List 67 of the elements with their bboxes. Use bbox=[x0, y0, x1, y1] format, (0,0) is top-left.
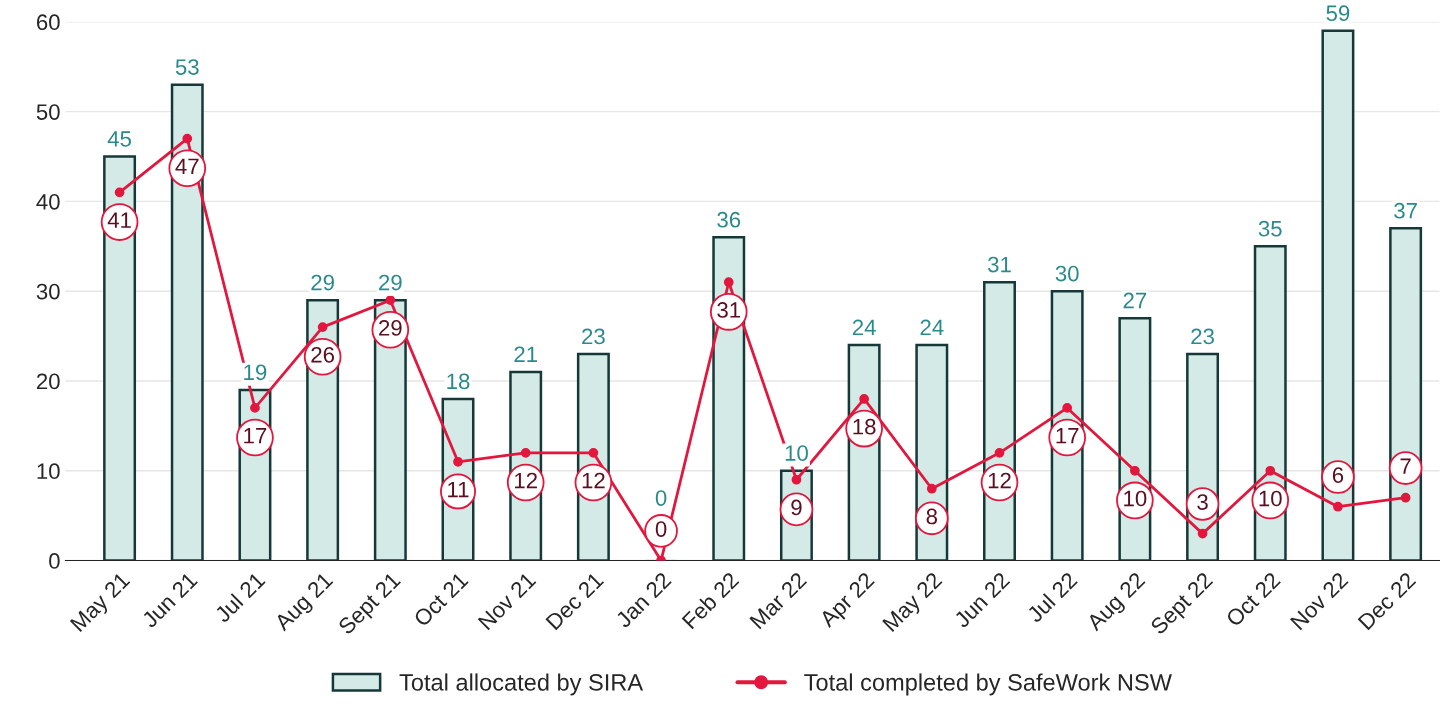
x-tick-label: Nov 22 bbox=[1289, 571, 1349, 631]
data-label: 24 bbox=[852, 319, 876, 336]
data-label: 18 bbox=[447, 373, 470, 390]
data-label: 17 bbox=[244, 428, 267, 444]
x-tick-label: Jul 22 bbox=[1025, 571, 1078, 624]
data-label: 12 bbox=[988, 472, 1011, 489]
y-tick-label: 50 bbox=[36, 104, 60, 120]
data-label: 17 bbox=[1056, 428, 1079, 444]
x-tick-label: Dec 22 bbox=[1357, 571, 1417, 631]
y-tick-label: 30 bbox=[36, 283, 60, 300]
x-tick-label: Dec 21 bbox=[545, 571, 605, 631]
data-label: 8 bbox=[926, 508, 938, 525]
data-label: 45 bbox=[107, 131, 132, 147]
y-tick-label: 10 bbox=[37, 463, 60, 480]
data-label: 29 bbox=[311, 274, 334, 291]
x-tick-label: May 21 bbox=[69, 571, 134, 636]
data-label: 31 bbox=[987, 256, 1011, 273]
data-label: 6 bbox=[1332, 467, 1344, 484]
data-label: 37 bbox=[1394, 202, 1417, 219]
data-label: 24 bbox=[920, 319, 944, 336]
data-label: 29 bbox=[379, 274, 402, 291]
data-label: 23 bbox=[1191, 328, 1214, 345]
data-label: 23 bbox=[582, 328, 605, 345]
data-label: 41 bbox=[107, 212, 131, 228]
data-label: 53 bbox=[175, 59, 199, 75]
data-label: 19 bbox=[244, 364, 267, 381]
data-label: 7 bbox=[1400, 458, 1411, 474]
data-label: 12 bbox=[515, 472, 537, 489]
data-label: 9 bbox=[791, 499, 802, 516]
x-tick-label: Aug 22 bbox=[1085, 571, 1149, 635]
y-tick-label: 20 bbox=[36, 373, 60, 390]
y-tick-label: 0 bbox=[49, 553, 60, 569]
data-label: 0 bbox=[655, 490, 667, 506]
data-label: 10 bbox=[1124, 490, 1147, 507]
x-tick-label: May 22 bbox=[881, 571, 946, 636]
data-label: 18 bbox=[853, 418, 876, 435]
legend-label: Total completed by SafeWork NSW bbox=[804, 673, 1172, 696]
x-tick-label: Nov 21 bbox=[477, 571, 537, 631]
data-label: 31 bbox=[717, 302, 741, 318]
x-tick-label: Oct 21 bbox=[412, 571, 469, 628]
x-tick-label: Oct 22 bbox=[1225, 571, 1281, 628]
data-label: 30 bbox=[1055, 265, 1079, 282]
x-tick-label: Aug 21 bbox=[273, 571, 337, 635]
data-label: 35 bbox=[1258, 220, 1282, 237]
y-tick-label: 40 bbox=[36, 193, 60, 210]
data-label: 10 bbox=[1259, 490, 1282, 507]
data-label: 29 bbox=[379, 320, 402, 336]
y-tick-label: 60 bbox=[36, 14, 60, 31]
data-label: 0 bbox=[655, 521, 667, 537]
x-tick-label: Mar 22 bbox=[749, 571, 808, 630]
data-label: 3 bbox=[1197, 494, 1208, 510]
x-tick-label: Apr 22 bbox=[818, 571, 878, 632]
data-label: 59 bbox=[1326, 5, 1350, 22]
data-label: 10 bbox=[785, 445, 808, 461]
data-label: 26 bbox=[311, 346, 335, 363]
data-label: 11 bbox=[448, 481, 469, 498]
data-label: 12 bbox=[582, 472, 605, 489]
data-label: 21 bbox=[514, 346, 537, 363]
x-tick-label: Jun 22 bbox=[952, 571, 1011, 629]
x-tick-label: Jul 21 bbox=[213, 571, 266, 624]
x-tick-label: Jan 22 bbox=[614, 571, 672, 629]
data-label: 27 bbox=[1123, 292, 1147, 309]
legend-label: Total allocated by SIRA bbox=[399, 673, 644, 696]
data-label: 47 bbox=[175, 158, 199, 174]
x-tick-label: Feb 22 bbox=[681, 571, 740, 630]
x-tick-label: Jun 21 bbox=[140, 571, 199, 629]
data-label: 36 bbox=[717, 211, 741, 228]
